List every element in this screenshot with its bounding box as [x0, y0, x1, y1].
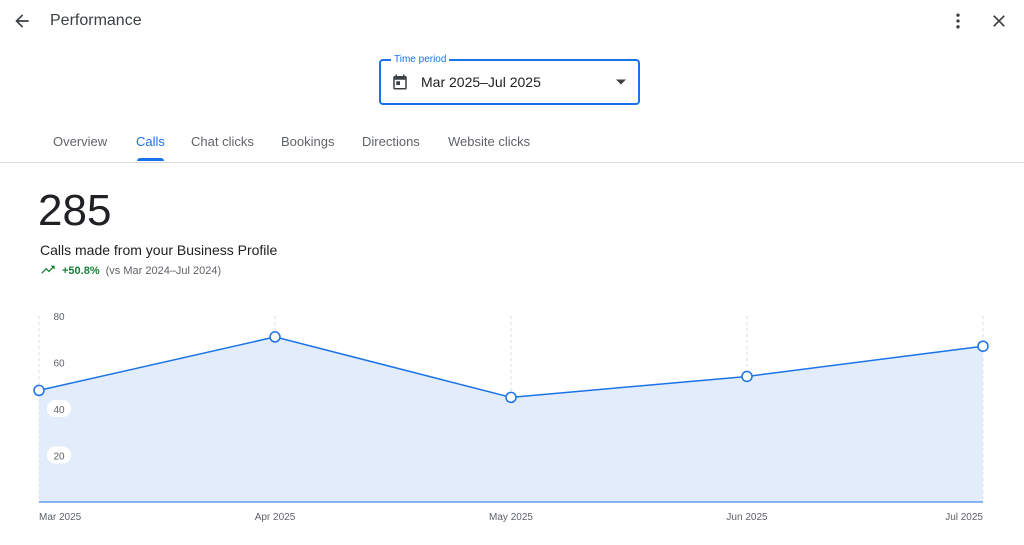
data-point — [505, 391, 517, 404]
more-vert-icon — [956, 13, 960, 29]
time-period-label: Time period — [391, 53, 450, 67]
y-tick-label: 20 — [53, 452, 65, 463]
close-button[interactable] — [983, 5, 1015, 37]
tab-directions[interactable]: Directions — [362, 134, 420, 149]
y-tick-bg — [47, 446, 71, 464]
trend-change: +50.8% — [62, 265, 100, 277]
data-point — [269, 331, 281, 343]
metric-value: 285 — [38, 186, 112, 235]
area-fill — [39, 336, 983, 502]
trend-row: +50.8% (vs Mar 2024–Jul 2024) — [40, 265, 221, 277]
metric-description: Calls made from your Business Profile — [40, 242, 278, 258]
arrow-back-icon — [15, 14, 29, 28]
tab-calls[interactable]: Calls — [136, 134, 165, 149]
x-tick-label: Jul 2025 — [945, 512, 983, 523]
y-tick-bg — [47, 307, 71, 324]
top-app-bar: Performance — [0, 0, 1024, 44]
y-tick-bg — [47, 400, 71, 417]
time-period-select[interactable]: Time period Mar 2025–Jul 2025 — [379, 53, 640, 105]
data-point — [33, 384, 45, 397]
y-tick-label: 80 — [53, 312, 65, 323]
tab-overview[interactable]: Overview — [53, 134, 108, 149]
y-tick-label: 60 — [53, 359, 65, 370]
tab-chat-clicks[interactable]: Chat clicks — [191, 134, 254, 149]
tab-website-clicks[interactable]: Website clicks — [448, 134, 531, 149]
x-tick-label: Apr 2025 — [255, 512, 296, 523]
trend-comparison: (vs Mar 2024–Jul 2024) — [105, 265, 222, 277]
trending-up-icon — [41, 265, 55, 274]
calendar-icon — [393, 74, 407, 90]
calls-area-chart: 20 40 60 80 Mar 2025 Apr 2025 May 2025 Jun 2025… — [33, 307, 989, 523]
page-title: Performance — [50, 12, 142, 29]
data-point — [977, 340, 989, 352]
time-period-value: Mar 2025–Jul 2025 — [421, 74, 541, 90]
y-tick-label: 40 — [53, 405, 65, 416]
y-tick-bg — [47, 353, 71, 371]
back-button[interactable] — [6, 5, 38, 37]
close-icon — [993, 15, 1005, 27]
dropdown-arrow-icon — [616, 79, 626, 85]
x-tick-label: May 2025 — [489, 512, 533, 523]
metric-tabs: Overview Calls Chat clicks Bookings Dire… — [0, 124, 1024, 163]
x-tick-label: Jun 2025 — [726, 512, 768, 523]
data-point — [741, 370, 753, 383]
x-tick-label: Mar 2025 — [39, 512, 82, 523]
active-tab-indicator — [137, 158, 164, 161]
more-options-button[interactable] — [942, 5, 974, 37]
tab-bookings[interactable]: Bookings — [281, 134, 335, 149]
